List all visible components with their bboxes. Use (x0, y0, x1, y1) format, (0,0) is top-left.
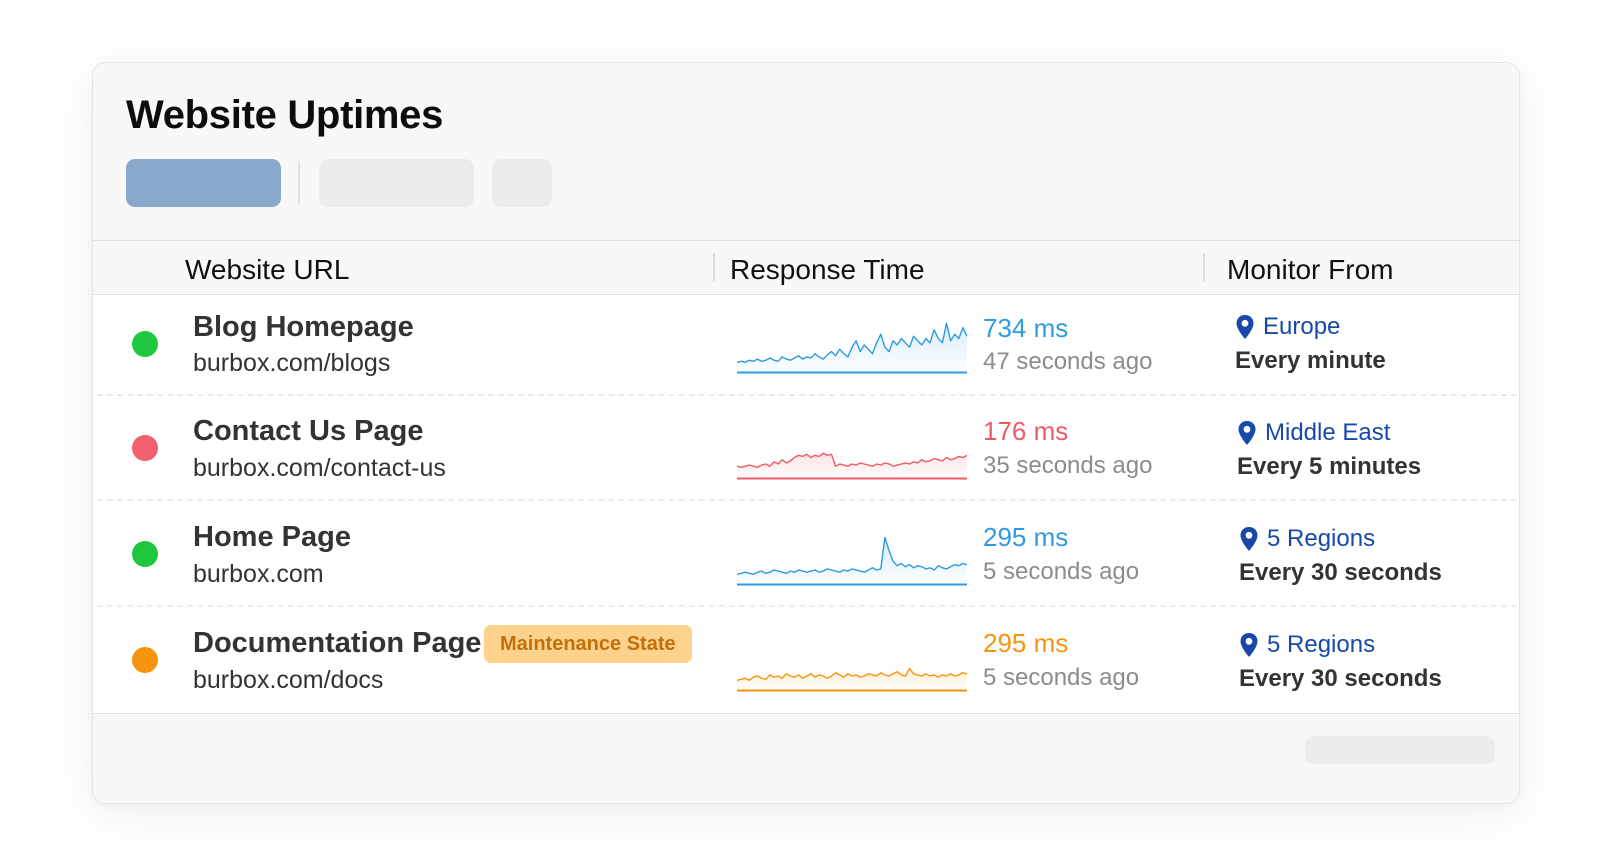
column-divider (713, 253, 715, 281)
check-frequency: Every 30 seconds (1239, 559, 1442, 586)
table-row[interactable]: Home Page burbox.com 295 ms 5 seconds ag… (97, 503, 1517, 612)
table-row[interactable]: Documentation Page Maintenance State bur… (97, 609, 1517, 718)
secondary-action-button[interactable] (319, 159, 474, 207)
response-sparkline (737, 322, 967, 374)
region-label: 5 Regions (1267, 525, 1376, 552)
response-sparkline (737, 536, 967, 586)
region-link[interactable]: Middle East (1237, 419, 1390, 447)
row-divider (97, 394, 1517, 396)
location-pin-icon (1238, 421, 1256, 445)
sparkline-line (737, 452, 967, 468)
response-sparkline (737, 667, 967, 692)
site-url[interactable]: burbox.com/contact-us (193, 454, 446, 482)
table-row[interactable]: Blog Homepage burbox.com/blogs 734 ms 47… (97, 291, 1517, 400)
site-url[interactable]: burbox.com/blogs (193, 349, 391, 377)
site-name[interactable]: Documentation Page (193, 627, 482, 659)
tertiary-action-button[interactable] (492, 159, 552, 207)
site-url[interactable]: burbox.com (193, 560, 324, 588)
column-divider (1203, 253, 1205, 281)
location-pin-icon (1240, 633, 1258, 657)
table-header: Website URL Response Time Monitor From (93, 241, 1519, 295)
response-time: 295 ms (983, 522, 1069, 552)
response-time: 295 ms (983, 628, 1069, 658)
status-up-icon (132, 541, 158, 567)
response-sparkline (737, 452, 967, 480)
site-name[interactable]: Contact Us Page (193, 415, 424, 447)
maintenance-badge: Maintenance State (484, 625, 692, 663)
sparkline-area (737, 453, 967, 477)
last-checked: 47 seconds ago (983, 348, 1153, 375)
site-url[interactable]: burbox.com/docs (193, 666, 384, 694)
response-time: 734 ms (983, 313, 1069, 343)
last-checked: 5 seconds ago (983, 664, 1140, 691)
location-pin-icon (1236, 315, 1254, 339)
column-header-response[interactable]: Response Time (730, 254, 925, 285)
column-header-url[interactable]: Website URL (185, 254, 350, 285)
check-frequency: Every 5 minutes (1237, 453, 1422, 480)
uptime-card: Website Uptimes Website URL Response Tim… (92, 62, 1520, 804)
sparkline-line (737, 536, 967, 575)
sparkline-line (737, 322, 967, 363)
region-label: Middle East (1265, 419, 1391, 446)
sparkline-area (737, 668, 967, 689)
region-link[interactable]: Europe (1235, 313, 1340, 341)
sparkline-area (737, 323, 967, 371)
region-label: Europe (1263, 313, 1341, 340)
site-name[interactable]: Blog Homepage (193, 311, 414, 343)
location-pin-icon (1240, 527, 1258, 551)
region-label: 5 Regions (1267, 631, 1376, 658)
page-title: Website Uptimes (126, 93, 444, 137)
column-header-monitor[interactable]: Monitor From (1227, 254, 1394, 285)
last-checked: 5 seconds ago (983, 558, 1140, 585)
pagination-control[interactable] (1305, 736, 1495, 764)
region-link[interactable]: 5 Regions (1239, 525, 1375, 553)
sparkline-line (737, 667, 967, 681)
check-frequency: Every minute (1235, 347, 1386, 374)
primary-action-button[interactable] (126, 159, 281, 207)
status-up-icon (132, 331, 158, 357)
site-name[interactable]: Home Page (193, 521, 351, 553)
row-divider (97, 605, 1517, 607)
region-link[interactable]: 5 Regions (1239, 631, 1375, 659)
toolbar-divider (298, 161, 300, 205)
card-header: Website Uptimes (93, 63, 1519, 241)
table-footer (93, 713, 1519, 803)
status-down-icon (132, 435, 158, 461)
response-time: 176 ms (983, 416, 1069, 446)
check-frequency: Every 30 seconds (1239, 665, 1442, 692)
last-checked: 35 seconds ago (983, 452, 1153, 479)
status-maintenance-icon (132, 647, 158, 673)
sparkline-area (737, 537, 967, 583)
row-divider (97, 499, 1517, 501)
table-row[interactable]: Contact Us Page burbox.com/contact-us 17… (97, 397, 1517, 506)
